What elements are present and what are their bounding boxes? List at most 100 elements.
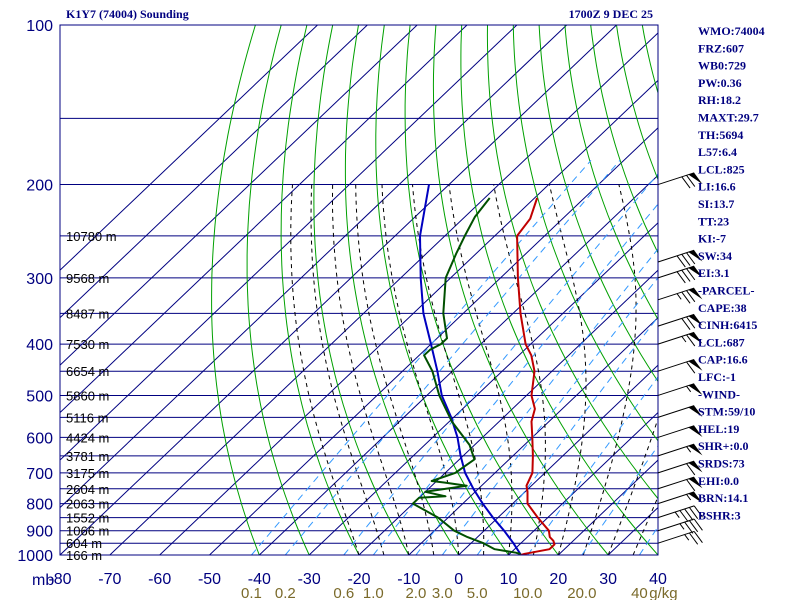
wind-barb-feather bbox=[693, 531, 703, 544]
isotherm--110 bbox=[60, 25, 468, 414]
index-line: RH:18.2 bbox=[698, 93, 741, 107]
temperature-trace bbox=[516, 197, 556, 555]
wind-barb-feather bbox=[686, 174, 696, 187]
index-line: SW:34 bbox=[698, 249, 732, 263]
mixing-ratio-line bbox=[372, 203, 658, 555]
index-line: TT:23 bbox=[698, 214, 729, 228]
index-line: WB0:729 bbox=[698, 59, 746, 73]
dewpoint-trace bbox=[411, 197, 522, 555]
wind-barb-staff bbox=[657, 460, 695, 474]
height-label: 5860 m bbox=[66, 388, 109, 403]
height-label: 2063 m bbox=[66, 497, 109, 512]
moist-adiabat bbox=[448, 184, 513, 555]
pressure-label-600: 600 bbox=[26, 430, 53, 447]
index-line: HEL:19 bbox=[698, 422, 739, 436]
dry-adiabat bbox=[211, 25, 260, 555]
dry-adiabat bbox=[590, 25, 658, 255]
wind-barb-flag bbox=[688, 359, 703, 371]
pressure-label-100: 100 bbox=[26, 18, 53, 35]
wind-barb bbox=[657, 313, 703, 330]
temp-label--10: -10 bbox=[397, 571, 420, 588]
moist-adiabat bbox=[332, 184, 410, 555]
wind-barb-feather bbox=[684, 521, 694, 534]
wind-barb-feather bbox=[676, 255, 686, 268]
index-line: LCL:825 bbox=[698, 162, 745, 176]
mixing-ratio-line bbox=[527, 376, 658, 555]
index-line: EI:3.1 bbox=[698, 266, 730, 280]
plot-area bbox=[60, 25, 658, 555]
temp-label--40: -40 bbox=[248, 571, 271, 588]
wind-barb-feather bbox=[688, 532, 699, 545]
moist-adiabat bbox=[290, 184, 360, 555]
dry-adiabat bbox=[486, 25, 658, 500]
wind-barb-half bbox=[674, 511, 680, 518]
wind-barb-flag bbox=[688, 425, 703, 437]
moist-adiabat bbox=[607, 417, 658, 555]
chart-title: K1Y7 (74004) Sounding bbox=[66, 7, 189, 21]
height-label: 4424 m bbox=[66, 430, 109, 445]
wind-barb bbox=[657, 287, 703, 304]
height-label: 1066 m bbox=[66, 524, 109, 539]
temp-label--70: -70 bbox=[98, 571, 121, 588]
mixing-ratio-line bbox=[284, 159, 621, 555]
wind-barb bbox=[657, 425, 703, 438]
wind-barb-half bbox=[681, 336, 687, 343]
wind-barb bbox=[657, 505, 703, 523]
wind-barb-feather bbox=[681, 253, 691, 266]
plot-frame bbox=[59, 24, 659, 556]
wind-barb-feather bbox=[693, 505, 703, 518]
wind-barb bbox=[657, 460, 703, 476]
wind-barb-staff bbox=[657, 287, 695, 301]
wind-barb-staff bbox=[657, 358, 695, 372]
pressure-label-800: 800 bbox=[26, 497, 53, 514]
wind-barb-staff bbox=[657, 476, 695, 490]
pressure-label-400: 400 bbox=[26, 337, 53, 354]
wind-barb-staff bbox=[657, 405, 695, 418]
wind-barb-feather bbox=[686, 252, 696, 265]
index-line: EHI:0.0 bbox=[698, 474, 739, 488]
height-label: 2604 m bbox=[66, 482, 109, 497]
height-label: 9568 m bbox=[66, 271, 109, 286]
temp-label-20: 20 bbox=[549, 571, 567, 588]
wind-barb-feather bbox=[679, 510, 689, 523]
wind-barb-feather bbox=[681, 291, 691, 304]
temp-label--30: -30 bbox=[298, 571, 321, 588]
wind-barb-flag bbox=[688, 405, 703, 417]
dry-adiabat bbox=[246, 25, 310, 555]
wind-barb bbox=[657, 383, 703, 396]
wind-barb-half bbox=[686, 446, 692, 453]
temp-label--60: -60 bbox=[148, 571, 171, 588]
wind-barb-staff bbox=[657, 425, 695, 438]
dry-adiabat bbox=[512, 25, 658, 442]
temp-label--80: -80 bbox=[48, 571, 71, 588]
height-label: 166 m bbox=[66, 548, 102, 563]
index-line: MAXT:29.7 bbox=[698, 111, 759, 125]
height-label: 3781 m bbox=[66, 449, 109, 464]
pressure-label-200: 200 bbox=[26, 178, 53, 195]
moist-adiabat bbox=[310, 184, 385, 555]
moist-adiabat bbox=[381, 184, 460, 555]
height-label: 604 m bbox=[66, 536, 102, 551]
isotherm--50 bbox=[209, 127, 658, 555]
isotherm--120 bbox=[60, 25, 418, 366]
dry-adiabat bbox=[404, 25, 559, 555]
index-line: SRDS:73 bbox=[698, 457, 745, 471]
height-label: 5116 m bbox=[66, 410, 108, 425]
wind-barb-half bbox=[686, 385, 692, 393]
isotherm--10 bbox=[408, 317, 658, 555]
wind-barb bbox=[657, 491, 703, 505]
wind-barb-flag bbox=[688, 288, 703, 300]
dry-adiabat bbox=[313, 25, 410, 555]
wind-barb-feather bbox=[686, 290, 696, 303]
wind-barb-flag bbox=[688, 461, 703, 473]
wind-barb bbox=[657, 518, 703, 534]
temp-label--20: -20 bbox=[347, 571, 370, 588]
parcel-trace bbox=[419, 184, 522, 555]
moist-adiabat bbox=[493, 184, 546, 555]
wind-barb-flag bbox=[688, 172, 703, 185]
mixing-ratio-line bbox=[343, 173, 658, 555]
wind-barb-feather bbox=[681, 318, 691, 330]
moist-adiabat bbox=[412, 184, 485, 555]
